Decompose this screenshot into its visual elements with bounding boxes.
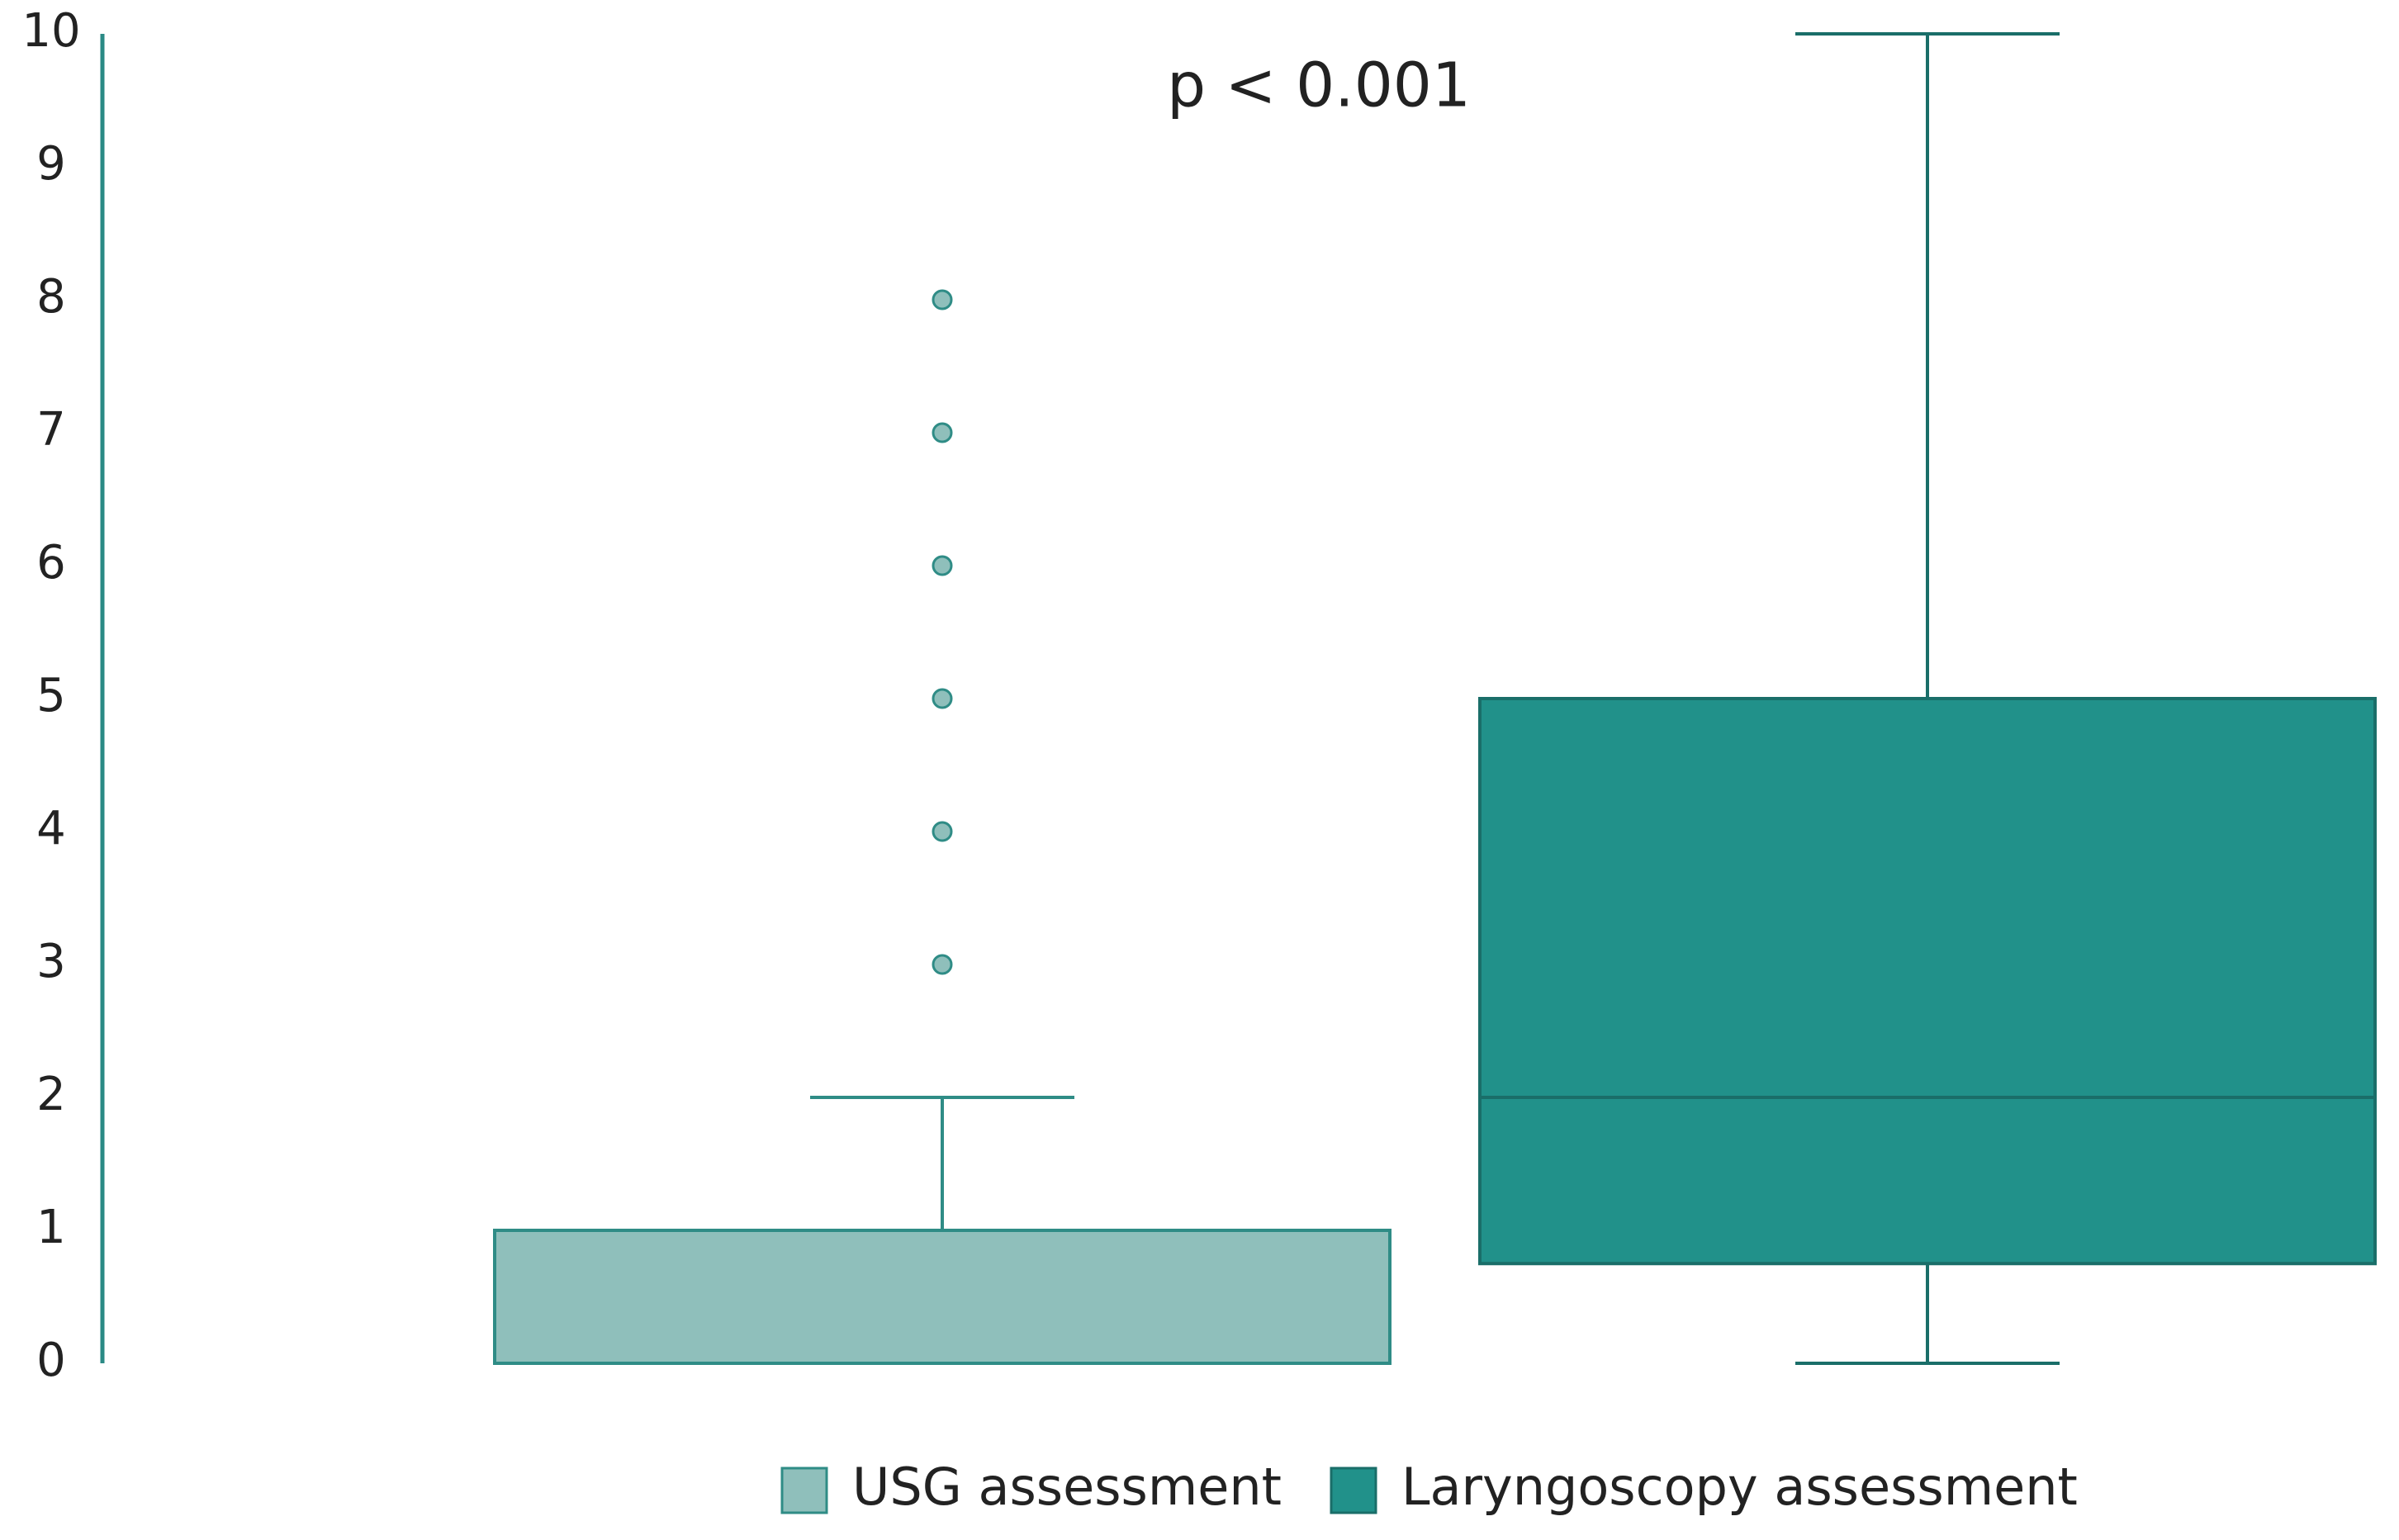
annotation: p < 0.001	[1167, 50, 1471, 121]
outlier	[932, 688, 953, 709]
y-tick-label: 7	[36, 403, 66, 457]
outlier	[932, 422, 953, 443]
outlier	[932, 555, 953, 576]
y-tick-label: 8	[36, 270, 66, 324]
outlier	[932, 954, 953, 975]
box	[1478, 697, 2377, 1266]
y-tick-label: 10	[21, 4, 80, 58]
legend-label: USG assessment	[852, 1457, 1282, 1517]
y-tick-label: 1	[36, 1201, 66, 1254]
y-tick-label: 3	[36, 935, 66, 988]
box	[493, 1229, 1392, 1365]
y-tick-label: 4	[36, 802, 66, 855]
legend-swatch	[1330, 1467, 1377, 1514]
y-tick-label: 2	[36, 1068, 66, 1121]
y-tick-label: 5	[36, 669, 66, 723]
legend-label: Laryngoscopy assessment	[1401, 1457, 2078, 1517]
legend-swatch	[780, 1467, 828, 1514]
y-tick-label: 0	[36, 1334, 66, 1387]
outlier	[932, 821, 953, 842]
y-tick-label: 9	[36, 137, 66, 191]
y-tick-label: 6	[36, 536, 66, 590]
outlier	[932, 289, 953, 310]
